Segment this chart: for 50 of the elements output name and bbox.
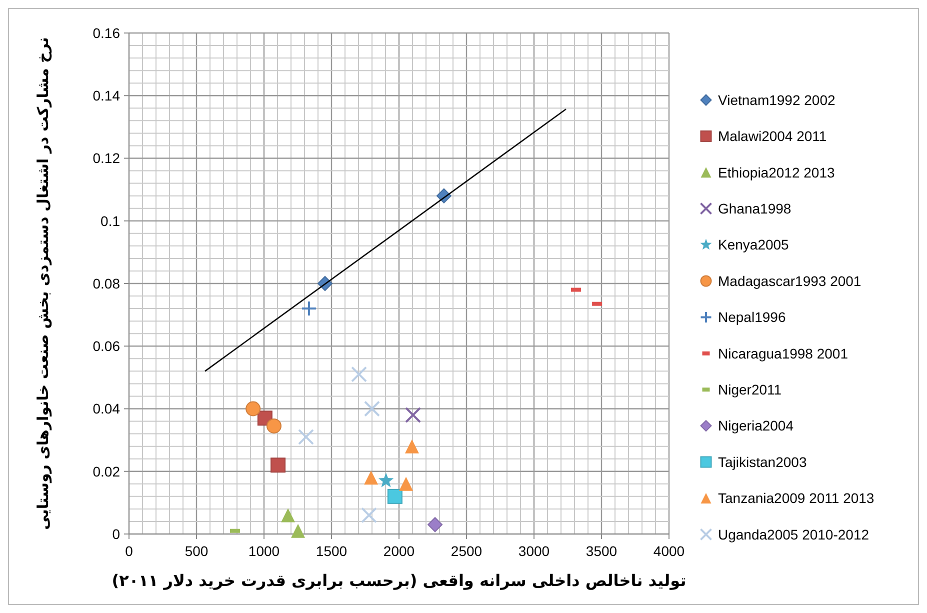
point — [361, 507, 378, 524]
point — [387, 488, 402, 504]
x-tick-label: 1500 — [316, 543, 348, 559]
x-tick-label: 3000 — [518, 543, 550, 559]
point — [246, 401, 261, 416]
point — [300, 300, 317, 317]
point — [378, 472, 394, 488]
x-tick-label: 3500 — [586, 543, 618, 559]
legend-label: Nepal1996 — [718, 309, 786, 326]
point — [364, 400, 380, 417]
legend-label: Nicaragua1998 2001 — [718, 345, 848, 362]
point — [428, 517, 443, 532]
y-tick-label: 0.12 — [92, 150, 120, 166]
point — [291, 524, 306, 538]
point — [351, 366, 368, 382]
point — [298, 428, 314, 445]
legend-label: Tanzania2009 2011 2013 — [718, 490, 874, 506]
legend-label: Kenya2005 — [718, 236, 790, 253]
legend-label: Uganda2005 2010-2012 — [718, 526, 870, 542]
y-tick-label: 0.02 — [92, 463, 120, 480]
y-tick-label: 0.04 — [92, 400, 120, 417]
y-tick-label: 0.16 — [92, 24, 120, 41]
point — [364, 470, 378, 485]
legend-label: Malawi2004 2011 — [718, 128, 827, 144]
y-axis-title: نرخ مشارکت در اشتغال دستمزدی بخش صنعت خانوارهای روستایی — [34, 37, 52, 530]
legend-label: Ghana1998 — [718, 200, 792, 216]
y-tick-label: 0.08 — [92, 275, 120, 292]
point — [405, 407, 422, 424]
y-tick-label: 0.14 — [92, 88, 120, 104]
legend-label: Niger2011 — [718, 382, 782, 398]
point — [266, 418, 282, 434]
x-tick-label: 4000 — [653, 543, 685, 559]
legend-label: Tajikistan2003 — [718, 454, 807, 470]
legend-label: Madagascar1993 2001 — [718, 272, 862, 289]
legend-label: Nigeria2004 — [718, 418, 794, 434]
point — [399, 476, 414, 491]
legend-label: Ethiopia2012 2013 — [718, 164, 835, 180]
x-tick-label: 2500 — [450, 543, 482, 559]
x-tick-label: 500 — [184, 543, 208, 559]
y-tick-label: 0 — [112, 526, 120, 542]
point — [270, 458, 286, 473]
y-tick-label: 0.06 — [92, 338, 120, 354]
x-tick-label: 2000 — [383, 543, 415, 559]
x-axis-title: تولید ناخالص داخلی سرانه واقعی (برحسب برابری قدرت خرید دلار ۲۰۱۱) — [112, 571, 686, 590]
point — [404, 439, 419, 454]
y-tick-label: 0.1 — [100, 212, 120, 229]
point — [281, 508, 296, 522]
legend-label: Vietnam1992 2002 — [718, 92, 836, 108]
x-tick-label: 1000 — [248, 543, 280, 559]
x-tick-label: 0 — [125, 543, 134, 559]
